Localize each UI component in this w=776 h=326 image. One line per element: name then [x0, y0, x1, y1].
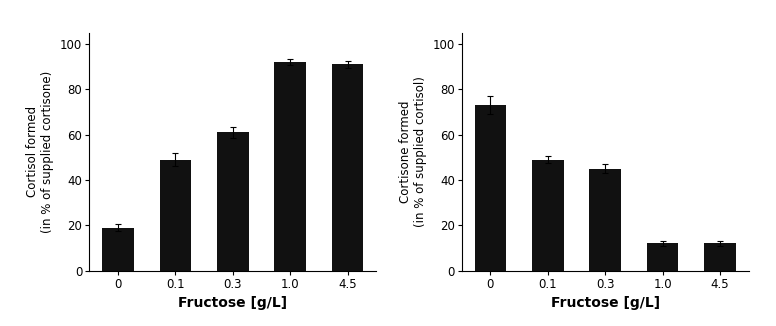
Bar: [590, 169, 621, 271]
Y-axis label: Cortisone formed
(in % of supplied cortisol): Cortisone formed (in % of supplied corti…: [399, 76, 427, 227]
X-axis label: Fructose [g/L]: Fructose [g/L]: [178, 296, 287, 310]
Bar: [532, 159, 563, 271]
Bar: [102, 228, 133, 271]
Bar: [475, 105, 506, 271]
Y-axis label: Cortisol formed
(in % of supplied cortisone): Cortisol formed (in % of supplied cortis…: [26, 70, 54, 233]
Bar: [275, 62, 306, 271]
Bar: [647, 244, 678, 271]
X-axis label: Fructose [g/L]: Fructose [g/L]: [551, 296, 660, 310]
Bar: [160, 159, 191, 271]
Bar: [332, 64, 363, 271]
Bar: [705, 244, 736, 271]
Bar: [217, 132, 248, 271]
